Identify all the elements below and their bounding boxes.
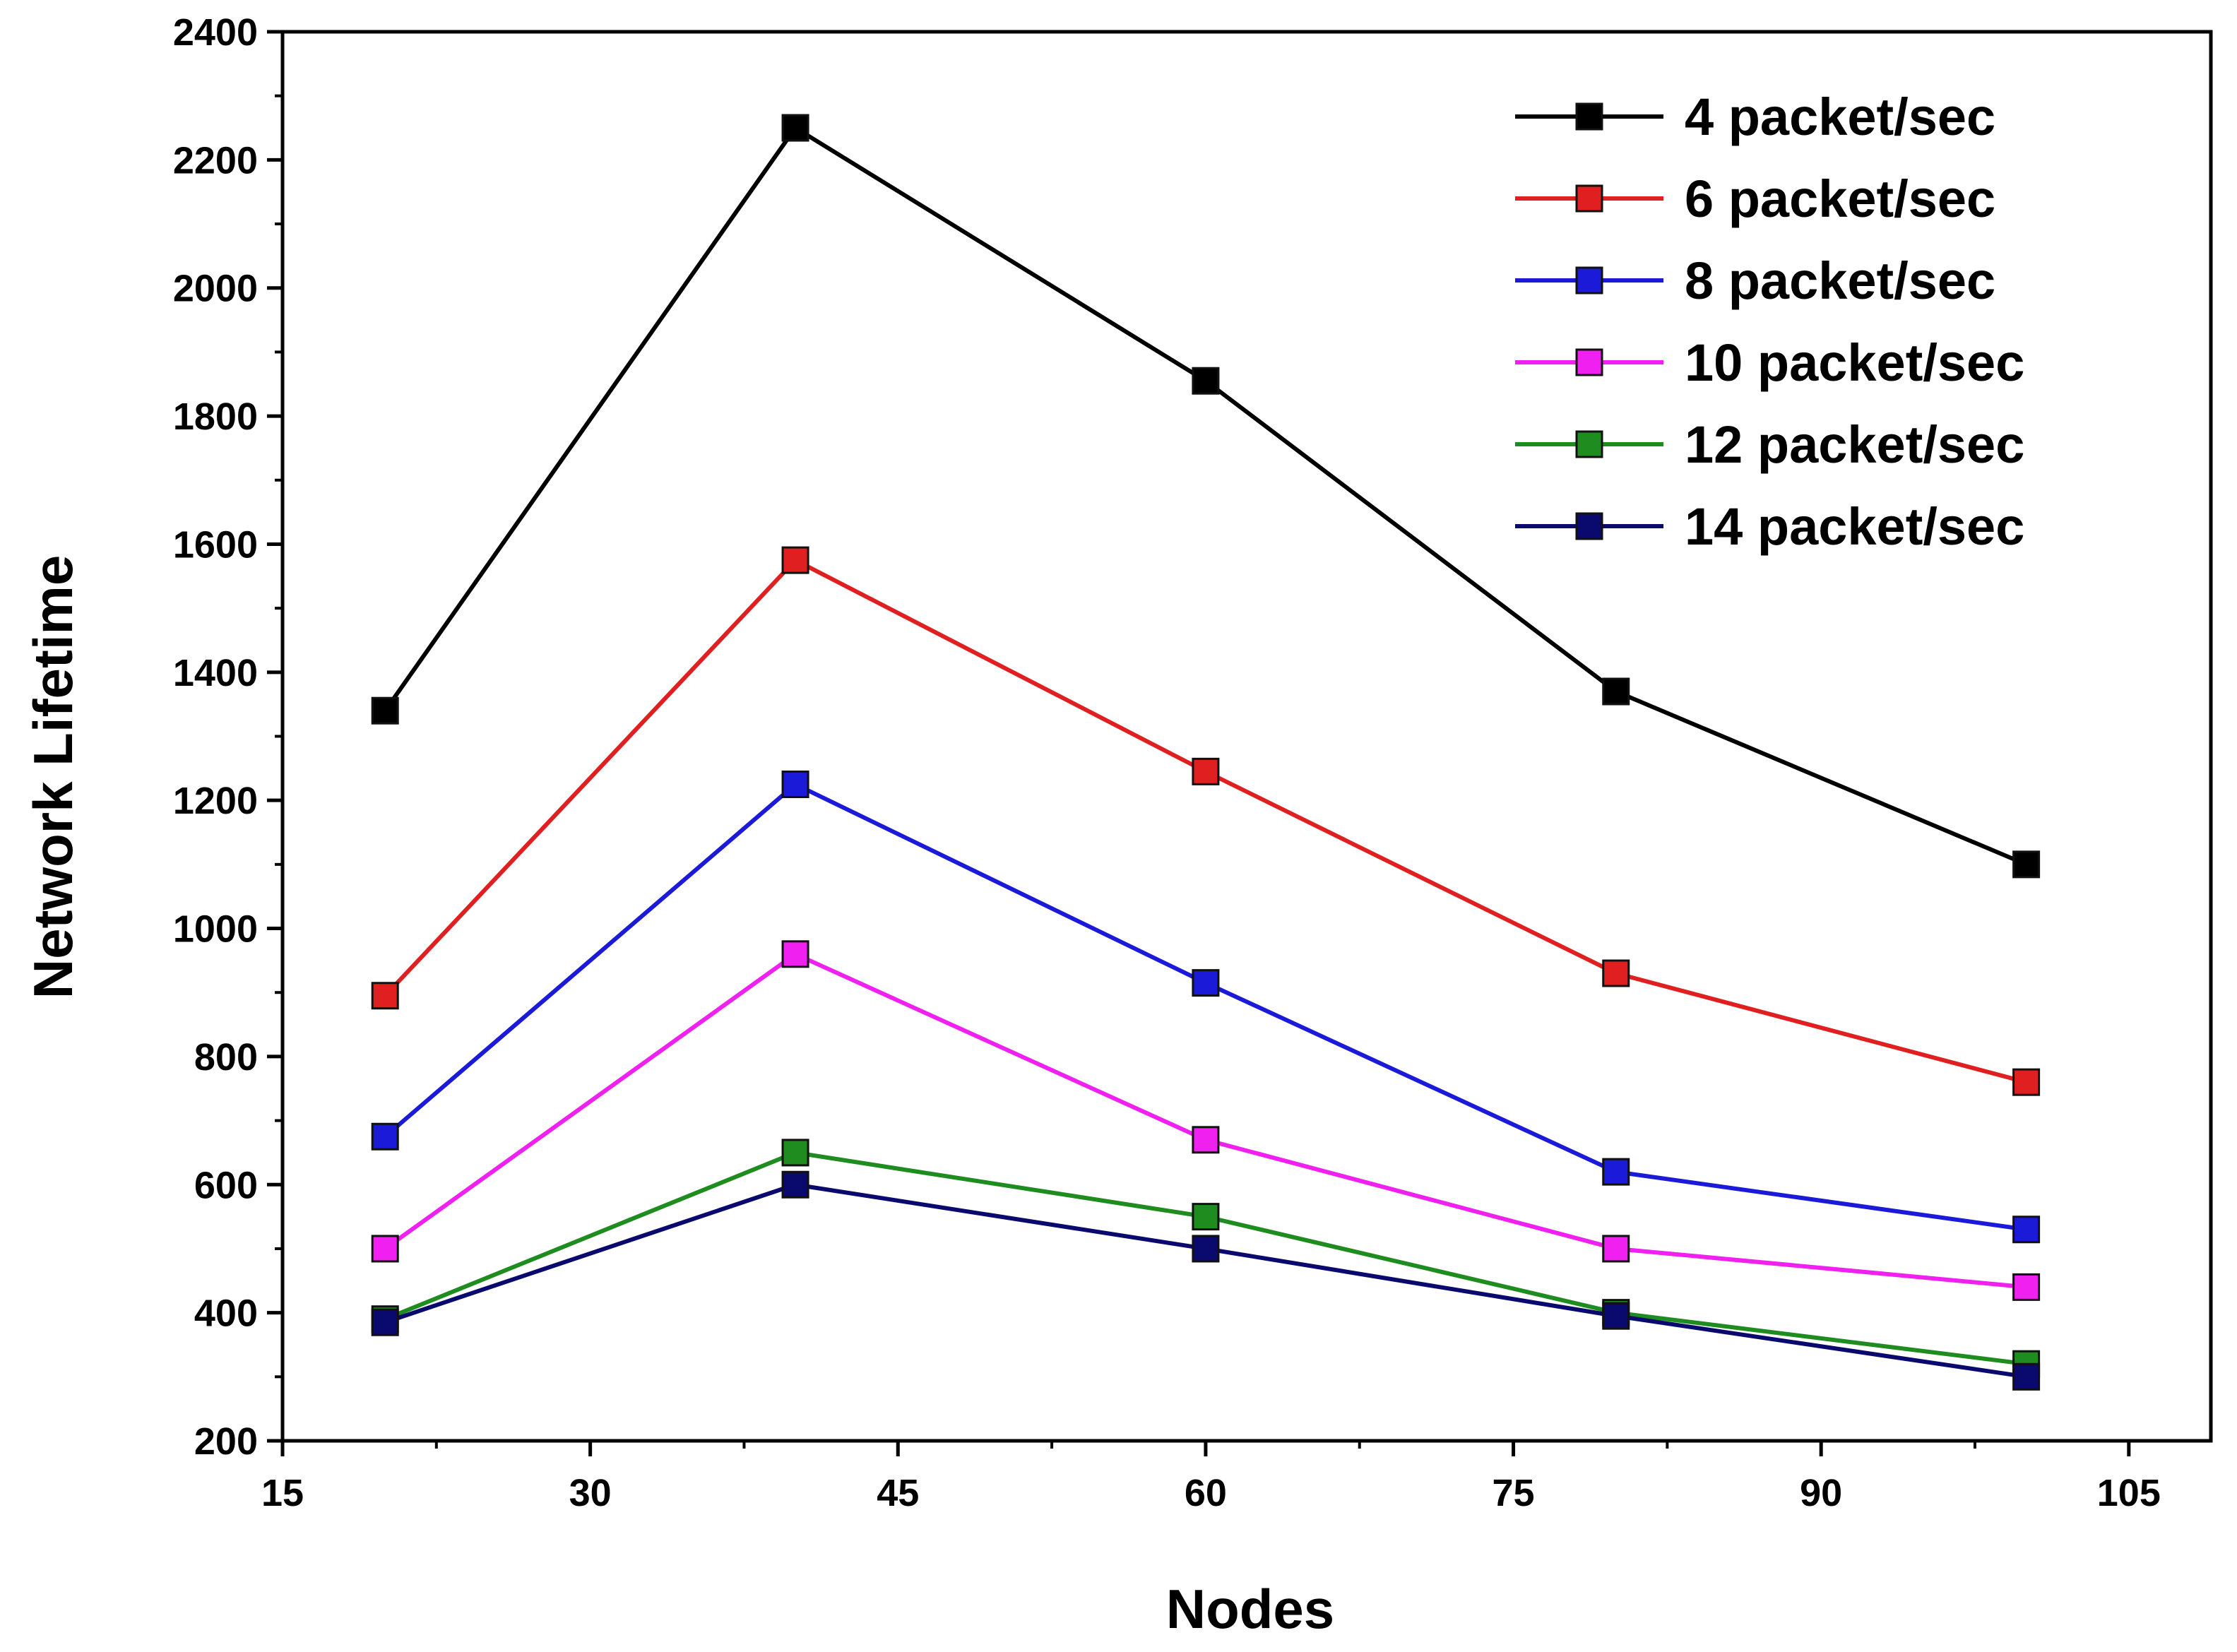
legend-entry: 8 packet/sec — [1515, 251, 1995, 310]
legend-marker — [1575, 512, 1603, 540]
y-tick-label: 1400 — [173, 652, 258, 694]
data-point — [781, 1170, 809, 1199]
data-point — [371, 982, 399, 1010]
legend-marker — [1575, 102, 1603, 131]
legend-label: 12 packet/sec — [1685, 415, 2024, 474]
data-point — [1192, 969, 1220, 997]
series-4-packet-sec — [371, 114, 2041, 879]
series-8-packet-sec — [371, 771, 2041, 1244]
data-point — [1602, 1158, 1630, 1186]
series-layer — [371, 114, 2041, 1391]
data-point — [371, 1122, 399, 1151]
legend-label: 6 packet/sec — [1685, 170, 1995, 228]
y-axis-title: Network Lifetime — [22, 555, 84, 999]
data-point — [2012, 1068, 2041, 1096]
x-tick-label: 90 — [1800, 1472, 1842, 1514]
series-line — [384, 558, 2027, 1085]
y-tick-label: 1000 — [173, 908, 258, 951]
data-point — [781, 546, 809, 574]
data-point — [2012, 1362, 2041, 1391]
series-14-packet-sec — [371, 1170, 2041, 1391]
x-tick-label: 75 — [1493, 1472, 1535, 1514]
x-tick-label: 30 — [569, 1472, 612, 1514]
series-6-packet-sec — [371, 546, 2041, 1096]
data-point — [1602, 959, 1630, 987]
data-point — [2012, 1216, 2041, 1244]
data-point — [1192, 757, 1220, 785]
series-line — [383, 126, 2027, 867]
data-point — [1602, 677, 1630, 706]
y-tick-label: 2200 — [173, 139, 258, 182]
legend-entry: 12 packet/sec — [1515, 415, 2024, 474]
data-point — [781, 940, 809, 968]
data-point — [1192, 1126, 1220, 1154]
data-point — [781, 771, 809, 799]
legend: 4 packet/sec 6 packet/sec 8 packet/sec 10 p… — [1515, 88, 2024, 556]
legend-marker — [1575, 348, 1603, 376]
data-point — [371, 696, 399, 725]
legend-label: 4 packet/sec — [1685, 88, 1995, 146]
data-point — [371, 1308, 399, 1336]
y-tick-label: 2400 — [173, 11, 258, 54]
legend-entry: 4 packet/sec — [1515, 88, 1995, 146]
legend-entry: 6 packet/sec — [1515, 170, 1995, 228]
data-point — [371, 1235, 399, 1263]
legend-label: 10 packet/sec — [1685, 333, 2024, 392]
y-tick-label: 200 — [194, 1420, 258, 1463]
y-tick-label: 1600 — [173, 523, 258, 566]
series-10-packet-sec — [371, 940, 2041, 1301]
data-point — [1192, 1235, 1220, 1263]
legend-marker — [1575, 184, 1603, 213]
x-tick-label: 15 — [261, 1472, 304, 1514]
data-point — [1192, 367, 1220, 395]
x-tick-label: 105 — [2097, 1472, 2161, 1514]
plot-frame — [280, 30, 2213, 1443]
data-point — [1192, 1203, 1220, 1231]
legend-label: 8 packet/sec — [1685, 251, 1995, 310]
data-point — [2012, 1273, 2041, 1301]
y-tick-label: 600 — [194, 1164, 258, 1206]
series-line — [384, 782, 2027, 1232]
legend-entry: 10 packet/sec — [1515, 333, 2024, 392]
y-tick-label: 800 — [194, 1036, 258, 1078]
axes: 200 400 600 800 1000 1200 1400 1600 1800 2000 2200… — [173, 11, 2213, 1514]
x-axis-title: Nodes — [1166, 1578, 1334, 1640]
legend-marker — [1575, 266, 1603, 295]
legend-marker — [1575, 430, 1603, 458]
data-point — [781, 114, 809, 142]
y-tick-label: 400 — [194, 1293, 258, 1335]
data-point — [1602, 1302, 1630, 1330]
legend-entry: 14 packet/sec — [1515, 497, 2024, 556]
legend-label: 14 packet/sec — [1685, 497, 2024, 556]
y-tick-label: 2000 — [173, 268, 258, 310]
y-tick-label: 1800 — [173, 396, 258, 438]
y-tick-label: 1200 — [173, 780, 258, 822]
data-point — [781, 1139, 809, 1167]
x-tick-label: 60 — [1185, 1472, 1227, 1514]
x-tick-label: 45 — [877, 1472, 919, 1514]
data-point — [2012, 850, 2041, 879]
data-point — [1602, 1235, 1630, 1263]
